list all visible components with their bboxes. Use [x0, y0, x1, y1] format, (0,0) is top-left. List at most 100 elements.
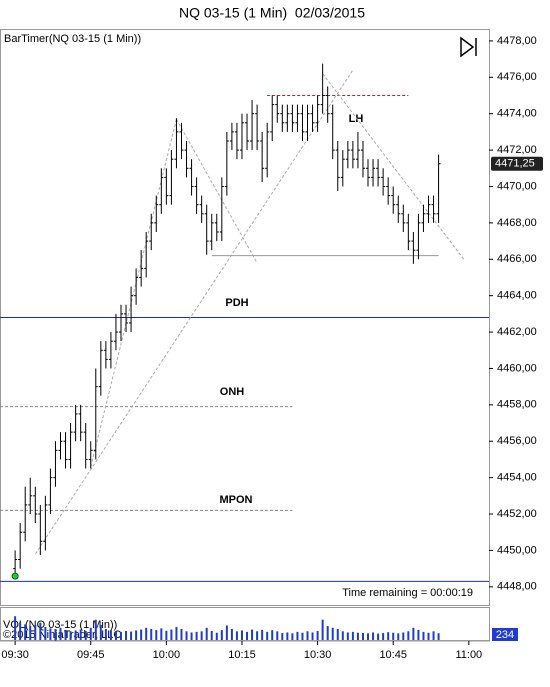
- y-tick-label: 4476,00: [497, 71, 537, 83]
- volume-bar: [44, 626, 47, 640]
- y-tick-label: 4464,00: [497, 290, 537, 302]
- volume-bar: [382, 633, 385, 640]
- y-tick-label: 4456,00: [497, 435, 537, 447]
- volume-bar: [170, 629, 173, 640]
- trend-line: [34, 69, 354, 555]
- volume-bar: [422, 631, 425, 640]
- volume-bar: [296, 631, 299, 640]
- volume-bar: [291, 633, 294, 640]
- volume-bar: [210, 631, 213, 640]
- volume-bar: [281, 633, 284, 640]
- start-marker: [11, 572, 19, 580]
- y-tick-label: 4470,00: [497, 180, 537, 192]
- volume-bar: [29, 626, 32, 640]
- volume-bar: [397, 633, 400, 640]
- volume-bar: [432, 631, 435, 640]
- volume-bar: [150, 628, 153, 640]
- play-icon[interactable]: [460, 36, 477, 58]
- volume-bar: [200, 631, 203, 640]
- volume-bar: [94, 619, 97, 640]
- y-tick-label: 4454,00: [497, 472, 537, 484]
- volume-bar: [155, 630, 158, 640]
- volume-bar: [392, 632, 395, 640]
- trend-line: [322, 73, 465, 260]
- volume-bar: [356, 632, 359, 640]
- volume-bar: [69, 631, 72, 640]
- y-tick-label: 4468,00: [497, 217, 537, 229]
- volume-bar: [235, 631, 238, 640]
- volume-bar: [160, 628, 163, 640]
- volume-bar: [125, 631, 128, 640]
- y-tick-label: 4448,00: [497, 581, 537, 593]
- volume-bar: [407, 631, 410, 640]
- volume-bar: [39, 622, 42, 640]
- volume-bar: [266, 631, 269, 640]
- volume-bar: [74, 630, 77, 640]
- volume-bar: [336, 628, 339, 640]
- volume-bar: [109, 630, 112, 640]
- level-label: MPON: [220, 494, 253, 506]
- volume-bar: [135, 630, 138, 640]
- y-tick-label: 4458,00: [497, 399, 537, 411]
- volume-bar: [276, 631, 279, 640]
- chart-title: NQ 03-15 (1 Min) 02/03/2015: [179, 5, 365, 21]
- volume-bar: [271, 630, 274, 640]
- volume-bar: [286, 632, 289, 640]
- x-tick-label: 10:30: [304, 649, 332, 661]
- copyright: ©2015 NinjaTrader, LLC: [3, 629, 121, 641]
- volume-bar: [256, 631, 259, 640]
- time-remaining: Time remaining = 00:00:19: [342, 587, 473, 599]
- volume-bar: [34, 624, 37, 640]
- level-label: ONH: [220, 386, 245, 398]
- volume-bar: [361, 633, 364, 640]
- y-tick-label: 4462,00: [497, 326, 537, 338]
- volume-bar: [99, 624, 102, 640]
- volume-bar: [140, 629, 143, 640]
- volume-bar: [79, 629, 82, 640]
- volume-bar: [130, 631, 133, 640]
- y-tick-label: 4472,00: [497, 144, 537, 156]
- volume-bar: [437, 633, 440, 640]
- volume-bar: [54, 628, 57, 640]
- y-tick-label: 4450,00: [497, 544, 537, 556]
- volume-bar: [190, 632, 193, 640]
- last-price-box: [491, 156, 543, 171]
- volume-bar: [195, 631, 198, 640]
- volume-bar: [261, 629, 264, 640]
- volume-bar: [84, 631, 87, 640]
- last-volume-label: 234: [496, 629, 514, 641]
- volume-bar: [321, 619, 324, 640]
- volume-bar: [175, 626, 178, 640]
- x-tick-label: 10:00: [153, 649, 181, 661]
- volume-bar: [145, 627, 148, 640]
- volume-bar: [205, 627, 208, 640]
- volume-bar: [104, 628, 107, 640]
- volume-bar: [402, 632, 405, 640]
- volume-bar: [387, 632, 390, 640]
- x-tick-label: 11:00: [455, 649, 482, 661]
- x-tick-label: 09:45: [77, 649, 105, 661]
- y-tick-label: 4474,00: [497, 108, 537, 120]
- volume-bar: [119, 631, 122, 640]
- volume-bar: [306, 631, 309, 640]
- volume-bar: [14, 616, 17, 640]
- x-tick-label: 10:45: [379, 649, 407, 661]
- volume-bar: [372, 632, 375, 640]
- volume-bar: [215, 632, 218, 640]
- volume-bar: [180, 628, 183, 640]
- volume-bar: [326, 626, 329, 640]
- volume-bar: [89, 627, 92, 640]
- volume-bar: [367, 633, 370, 640]
- play-triangle[interactable]: [460, 36, 475, 58]
- volume-bar: [331, 627, 334, 640]
- volume-bar: [341, 631, 344, 640]
- volume-bar: [417, 629, 420, 640]
- volume-bar: [185, 631, 188, 640]
- volume-bar: [377, 633, 380, 640]
- volume-bar: [301, 632, 304, 640]
- last-volume-box: [492, 628, 518, 641]
- volume-bar: [316, 631, 319, 640]
- level-label: PDH: [225, 297, 248, 309]
- volume-bar: [24, 624, 27, 640]
